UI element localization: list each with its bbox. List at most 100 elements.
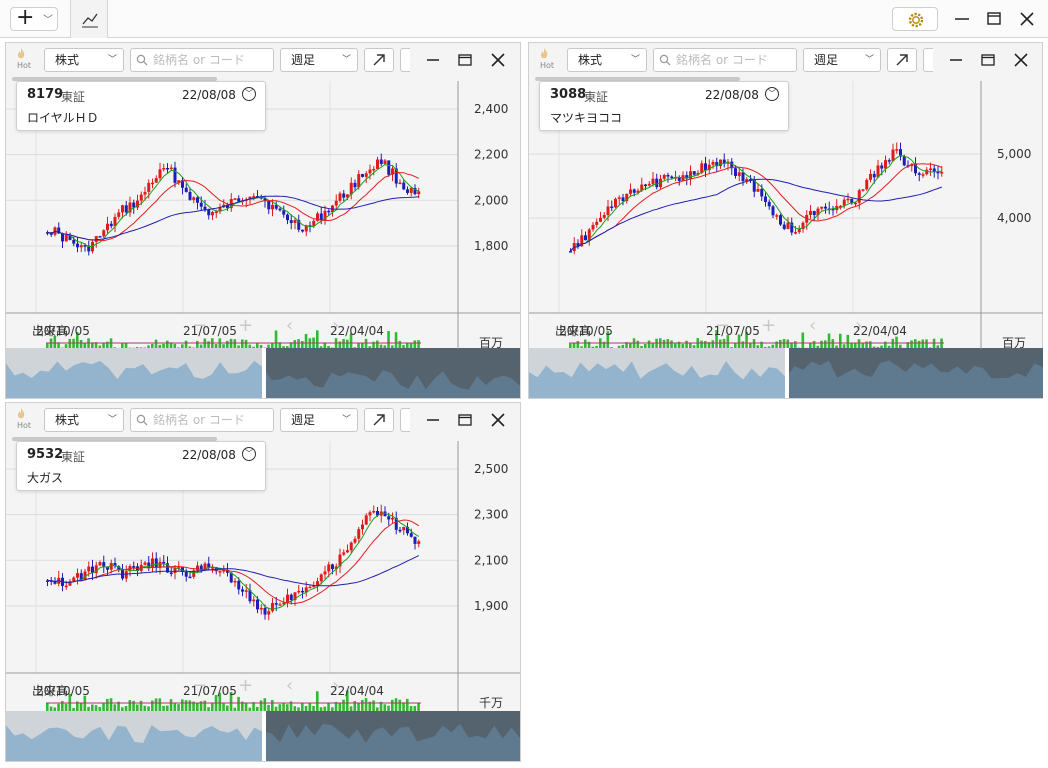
volume-bar — [72, 338, 75, 351]
candle-body — [394, 168, 398, 184]
candle-body — [162, 168, 166, 170]
volume-bar — [297, 707, 300, 711]
flame-icon — [540, 48, 548, 59]
expand-circle-icon[interactable]: ﹀ — [242, 447, 256, 461]
hot-button[interactable]: Hot — [14, 407, 34, 430]
symbol-search[interactable] — [130, 48, 274, 72]
zoom-pan-control: − — [192, 315, 207, 336]
volume-bar — [304, 333, 308, 351]
search-input[interactable] — [676, 51, 794, 69]
volume-bar — [700, 340, 703, 351]
candle-body — [248, 196, 252, 200]
extra-button[interactable] — [400, 48, 410, 72]
x-tick-label: 21/07/05 — [183, 684, 237, 698]
candle-body — [278, 604, 282, 606]
candle-body — [771, 206, 775, 216]
chart-view-button[interactable] — [70, 0, 108, 38]
volume-bar — [244, 339, 248, 351]
volume-bar — [94, 342, 98, 351]
close-icon[interactable] — [489, 411, 507, 429]
candle-body — [812, 211, 816, 216]
expand-circle-icon[interactable]: ﹀ — [765, 87, 779, 101]
period-select[interactable]: 週足 ﹀ — [280, 48, 358, 72]
volume-bar — [662, 339, 666, 351]
maximize-icon[interactable] — [456, 51, 474, 69]
volume-bar — [413, 706, 417, 711]
candle-body — [158, 561, 162, 568]
market-select[interactable]: 株式 ﹀ — [567, 48, 647, 72]
candle-body — [794, 232, 797, 234]
volume-bar — [256, 342, 259, 351]
extra-button[interactable] — [400, 408, 410, 432]
overview-navigator[interactable] — [6, 711, 520, 761]
hot-button[interactable]: Hot — [14, 47, 34, 70]
volume-bar — [214, 344, 218, 351]
close-icon[interactable] — [1012, 51, 1030, 69]
market-select[interactable]: 株式 ﹀ — [44, 408, 124, 432]
volume-bar — [154, 339, 158, 351]
volume-bar — [891, 338, 895, 351]
volume-bar — [782, 339, 786, 351]
candle-body — [196, 565, 199, 571]
minimize-icon[interactable] — [424, 411, 442, 429]
search-input[interactable] — [153, 411, 271, 429]
overview-window — [787, 348, 1043, 398]
candle-body — [79, 245, 83, 248]
expand-circle-icon[interactable]: ﹀ — [242, 87, 256, 101]
extra-button[interactable] — [923, 48, 933, 72]
maximize-icon[interactable] — [456, 411, 474, 429]
header-scrollbar[interactable] — [535, 77, 740, 81]
volume-bar — [323, 342, 327, 351]
maximize-icon[interactable] — [984, 9, 1004, 29]
settings-button[interactable] — [892, 7, 938, 31]
candle-body — [289, 220, 293, 223]
overview-navigator[interactable] — [529, 348, 1043, 398]
minimize-icon[interactable] — [952, 9, 972, 29]
symbol-search[interactable] — [653, 48, 797, 72]
popout-button[interactable] — [887, 48, 917, 72]
symbol-search[interactable] — [130, 408, 274, 432]
symbol-code: 3088 — [550, 87, 587, 102]
candle-body — [124, 205, 128, 213]
market-select[interactable]: 株式 ﹀ — [44, 48, 124, 72]
period-select[interactable]: 週足 ﹀ — [280, 408, 358, 432]
header-scrollbar[interactable] — [12, 437, 217, 441]
search-input[interactable] — [153, 51, 271, 69]
popout-button[interactable] — [364, 408, 394, 432]
candle-body — [899, 149, 902, 157]
candle-body — [876, 165, 880, 178]
close-icon[interactable] — [489, 51, 507, 69]
close-icon[interactable] — [1017, 9, 1037, 29]
add-chart-button[interactable]: + ﹀ — [10, 6, 58, 31]
overview-navigator[interactable] — [6, 348, 520, 398]
volume-bar — [218, 692, 222, 711]
volume-bar — [357, 343, 360, 351]
symbol-code: 9532 — [27, 447, 64, 462]
x-tick-label: 21/07/05 — [706, 324, 760, 338]
period-select[interactable]: 週足 ﹀ — [803, 48, 881, 72]
candle-body — [64, 585, 68, 588]
volume-bar — [106, 341, 109, 351]
volume-bar — [857, 339, 861, 351]
candle-body — [861, 189, 865, 191]
candle-body — [921, 174, 925, 176]
candle-body — [914, 164, 917, 174]
volume-bar — [398, 340, 402, 351]
header-scrollbar[interactable] — [12, 77, 217, 81]
candle-body — [580, 235, 584, 247]
volume-bar — [147, 706, 150, 711]
volume-bar — [379, 701, 383, 711]
volume-bar — [346, 339, 349, 351]
volume-bar — [267, 344, 270, 351]
hot-button[interactable]: Hot — [537, 47, 557, 70]
minimize-icon[interactable] — [424, 51, 442, 69]
maximize-icon[interactable] — [979, 51, 997, 69]
popout-button[interactable] — [364, 48, 394, 72]
hot-label: Hot — [539, 61, 555, 70]
minimize-icon[interactable] — [947, 51, 965, 69]
volume-bar — [914, 339, 917, 351]
candle-body — [816, 208, 820, 216]
volume-bar — [584, 339, 587, 351]
